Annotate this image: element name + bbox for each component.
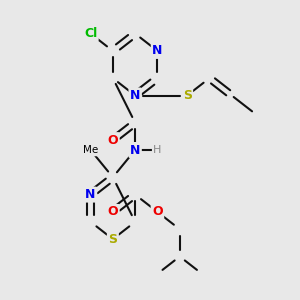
Text: N: N <box>152 44 163 57</box>
Text: H: H <box>153 145 162 155</box>
Text: O: O <box>152 206 163 218</box>
Text: O: O <box>107 134 118 147</box>
Text: Cl: Cl <box>84 27 97 40</box>
Text: N: N <box>130 89 140 102</box>
Text: N: N <box>85 188 96 201</box>
Text: O: O <box>107 206 118 218</box>
Text: S: S <box>108 233 117 246</box>
Text: N: N <box>130 143 140 157</box>
Text: S: S <box>183 89 192 102</box>
Text: H: H <box>153 145 162 155</box>
Text: Me: Me <box>83 145 98 155</box>
